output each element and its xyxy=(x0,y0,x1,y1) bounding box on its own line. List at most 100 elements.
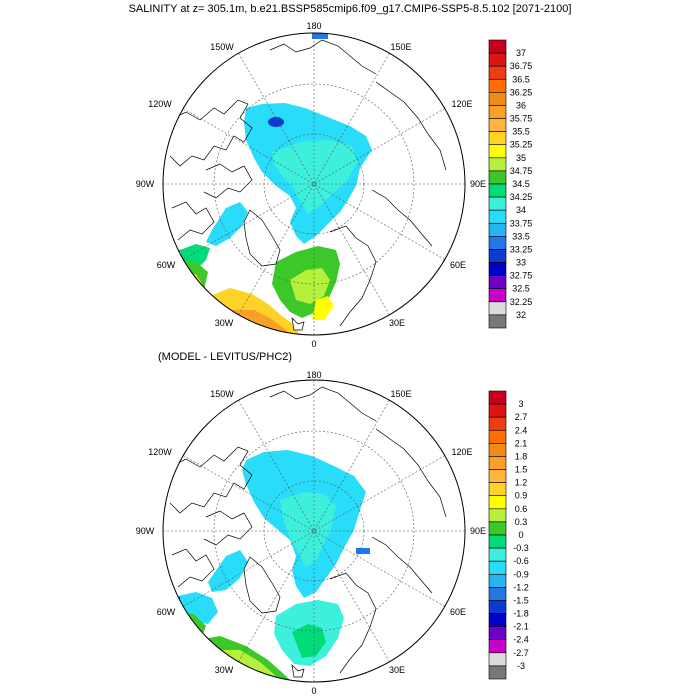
lon-label-30e: 30E xyxy=(389,665,405,675)
difference-colorbar-swatch xyxy=(488,443,507,457)
difference-colorbar-label: -0.9 xyxy=(513,569,529,579)
lon-label-120w: 120W xyxy=(148,447,172,457)
difference-colorbar-swatch xyxy=(488,560,507,575)
difference-colorbar-label: -1.8 xyxy=(513,609,529,619)
difference-colorbar-label: 2.4 xyxy=(515,425,528,435)
salinity-colorbar-swatch xyxy=(488,52,507,67)
lon-label-150w: 150W xyxy=(210,42,234,52)
salinity-colorbar-swatch xyxy=(488,183,507,198)
salinity-colorbar-label: 34.25 xyxy=(510,192,533,202)
difference-colorbar-swatch xyxy=(488,521,507,536)
difference-colorbar-swatch xyxy=(488,665,507,680)
lon-label-120e: 120E xyxy=(451,447,472,457)
lon-label-0: 0 xyxy=(311,339,316,349)
difference-colorbar: 3 2.7 2.4 2.1 1.8 1.5 1.2 0.9 0.6 0.3 0 -0.3 -0.6 -0.… xyxy=(488,390,529,680)
salinity-field xyxy=(178,33,372,335)
graticule xyxy=(163,33,465,335)
salinity-colorbar-label: 34.5 xyxy=(512,179,530,189)
lon-label-90e: 90E xyxy=(470,526,486,536)
difference-colorbar-swatch xyxy=(488,613,507,627)
difference-colorbar-swatch xyxy=(488,639,507,654)
lon-label-60w: 60W xyxy=(157,260,176,270)
difference-colorbar-swatch xyxy=(488,600,507,614)
difference-colorbar-label: -3 xyxy=(517,661,525,671)
salinity-colorbar-swatch xyxy=(488,262,507,276)
salinity-colorbar-swatch xyxy=(488,288,507,303)
salinity-colorbar-label: 36.5 xyxy=(512,74,530,84)
salinity-colorbar-label: 32 xyxy=(516,310,526,320)
salinity-colorbar-label: 33.5 xyxy=(512,231,530,241)
difference-colorbar-swatch xyxy=(488,456,507,470)
salinity-colorbar: 37 36.75 36.5 36.25 36 35.75 35.5 35.25 35 34.75 3… xyxy=(488,39,533,329)
difference-colorbar-label: 0.3 xyxy=(515,517,528,527)
lon-label-90w: 90W xyxy=(136,526,155,536)
salinity-colorbar-swatch xyxy=(488,92,507,106)
longitude-labels-top: 180 150W 150E 120W 120E 90W 90E 60W 60E … xyxy=(136,21,486,349)
salinity-colorbar-label: 36.25 xyxy=(510,87,533,97)
salinity-colorbar-label: 33 xyxy=(516,258,526,268)
coastlines xyxy=(169,39,447,331)
salinity-polar-map: 180 150W 150E 120W 120E 90W 90E 60W 60E … xyxy=(136,21,486,349)
difference-colorbar-swatch xyxy=(488,534,507,549)
lon-label-60e: 60E xyxy=(450,260,466,270)
salinity-colorbar-label: 32.75 xyxy=(510,271,533,281)
salinity-colorbar-swatch xyxy=(488,301,507,316)
salinity-colorbar-swatch xyxy=(488,314,507,329)
difference-colorbar-label: 1.8 xyxy=(515,451,528,461)
salinity-colorbar-swatch xyxy=(488,170,507,185)
difference-colorbar-label: -2.4 xyxy=(513,635,529,645)
difference-colorbar-swatch xyxy=(488,390,507,405)
salinity-colorbar-swatch xyxy=(488,222,507,237)
difference-colorbar-swatch xyxy=(488,587,507,601)
difference-colorbar-swatch xyxy=(488,403,507,418)
salinity-colorbar-swatch xyxy=(488,236,507,250)
salinity-colorbar-swatch xyxy=(488,39,507,54)
difference-colorbar-swatch xyxy=(488,508,507,523)
map-title: SALINITY at z= 305.1m, b.e21.BSSP585cmip… xyxy=(128,3,572,15)
difference-colorbar-swatch xyxy=(488,547,507,562)
difference-colorbar-label: 3 xyxy=(518,399,523,409)
lon-label-90e: 90E xyxy=(470,179,486,189)
salinity-colorbar-swatch xyxy=(488,78,507,93)
salinity-colorbar-swatch xyxy=(488,209,507,224)
salinity-colorbar-swatch xyxy=(488,196,507,211)
salinity-colorbar-swatch xyxy=(488,131,507,146)
lon-label-180: 180 xyxy=(306,370,321,380)
salinity-colorbar-label: 34.75 xyxy=(510,166,533,176)
lon-label-150e: 150E xyxy=(390,42,411,52)
lon-label-30w: 30W xyxy=(215,318,234,328)
salinity-colorbar-swatch xyxy=(488,275,507,290)
salinity-colorbar-label: 36 xyxy=(516,100,526,110)
difference-polar-map: 180 150W 150E 120W 120E 90W 90E 60W 60E … xyxy=(136,370,486,696)
salinity-colorbar-label: 33.75 xyxy=(510,218,533,228)
graticule xyxy=(163,380,465,682)
difference-colorbar-label: 2.1 xyxy=(515,438,528,448)
coastlines xyxy=(169,386,447,678)
salinity-colorbar-swatch xyxy=(488,118,507,132)
salinity-colorbar-swatch xyxy=(488,65,507,80)
salinity-colorbar-label: 36.75 xyxy=(510,61,533,71)
difference-colorbar-label: 1.2 xyxy=(515,478,528,488)
difference-colorbar-label: 0 xyxy=(518,530,523,540)
difference-colorbar-label: -1.2 xyxy=(513,582,529,592)
difference-colorbar-swatch xyxy=(488,416,507,431)
difference-colorbar-swatch xyxy=(488,573,507,588)
salinity-colorbar-label: 32.25 xyxy=(510,297,533,307)
lon-label-30w: 30W xyxy=(215,665,234,675)
difference-colorbar-swatch xyxy=(488,626,507,641)
salinity-colorbar-label: 35.25 xyxy=(510,140,533,150)
lon-label-150e: 150E xyxy=(390,389,411,399)
difference-colorbar-label: 0.6 xyxy=(515,504,528,514)
difference-colorbar-swatch xyxy=(488,652,507,667)
salinity-colorbar-label: 34 xyxy=(516,205,526,215)
salinity-colorbar-label: 33.25 xyxy=(510,244,533,254)
difference-colorbar-label: -0.3 xyxy=(513,543,529,553)
salinity-colorbar-swatch xyxy=(488,157,507,172)
lon-label-60e: 60E xyxy=(450,607,466,617)
salinity-colorbar-label: 35.75 xyxy=(510,114,533,124)
lon-label-90w: 90W xyxy=(136,179,155,189)
lon-label-30e: 30E xyxy=(389,318,405,328)
salinity-colorbar-label: 32.5 xyxy=(512,284,530,294)
longitude-labels-bottom: 180 150W 150E 120W 120E 90W 90E 60W 60E … xyxy=(136,370,486,696)
